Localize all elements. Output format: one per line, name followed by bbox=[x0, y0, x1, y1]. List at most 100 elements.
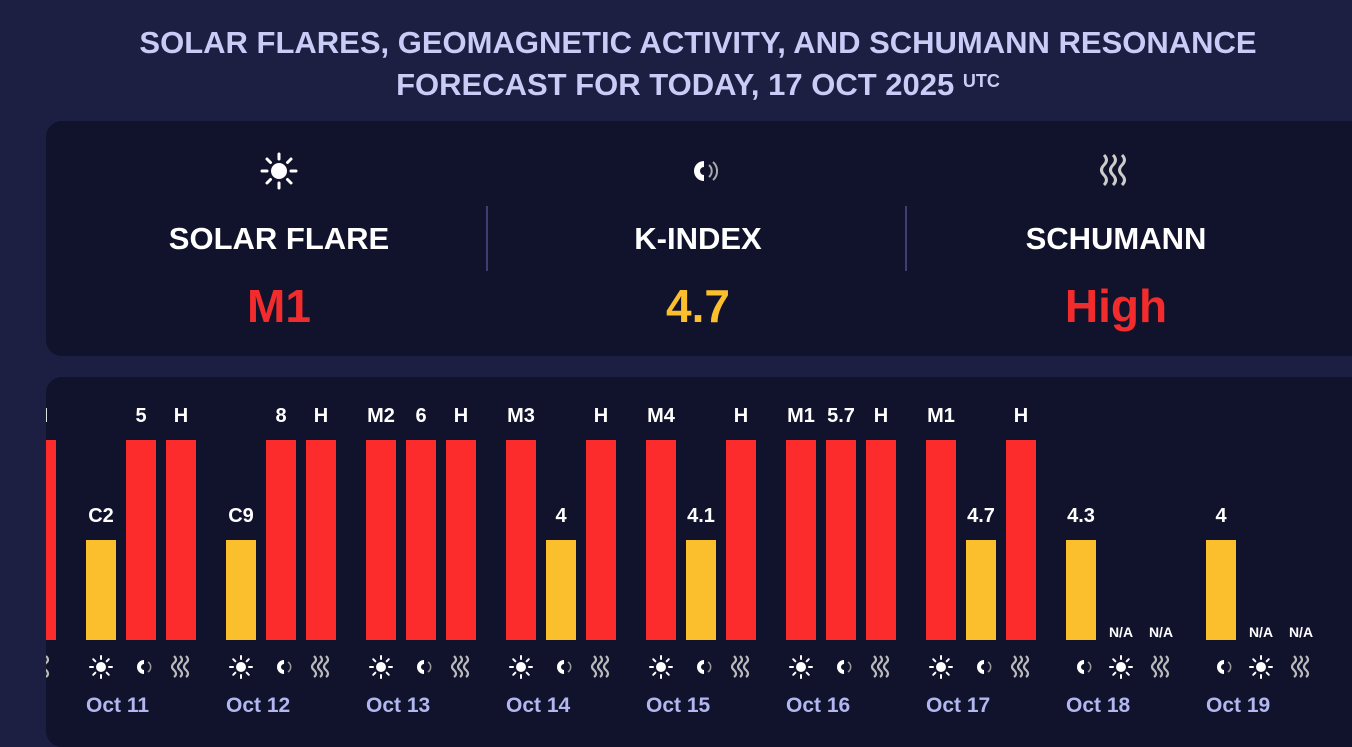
day-group: M1 5.7 H Oct 16 bbox=[786, 405, 896, 717]
day-group: H bbox=[46, 405, 56, 678]
bar-value-label: M1 bbox=[927, 405, 955, 427]
magnet-icon bbox=[417, 660, 432, 674]
waves-bar[interactable] bbox=[166, 440, 196, 640]
divider bbox=[486, 206, 488, 271]
solar-flare-label: SOLAR FLARE bbox=[168, 221, 390, 256]
forecast-chart-panel[interactable]: H C2 5 H Oct 11 C9 8 H Oct 12 M2 6 H Oct 13 M3 4 H Oct 1… bbox=[46, 377, 1352, 747]
title-line-1: SOLAR FLARES, GEOMAGNETIC ACTIVITY, AND … bbox=[139, 25, 1257, 60]
bar-value-label: M2 bbox=[367, 405, 395, 427]
magnet-bar[interactable] bbox=[406, 440, 436, 640]
magnet-icon bbox=[977, 660, 992, 674]
date-label: Oct 12 bbox=[226, 694, 290, 717]
magnet-bar[interactable] bbox=[266, 440, 296, 640]
magnet-icon bbox=[137, 660, 152, 674]
waves-icon bbox=[730, 655, 750, 678]
bar-value-label: 5 bbox=[135, 405, 146, 427]
sun-bar[interactable] bbox=[926, 440, 956, 640]
schumann-label: SCHUMANN bbox=[1025, 221, 1207, 256]
bar-value-label: 4.3 bbox=[1067, 505, 1095, 527]
schumann-value: High bbox=[1064, 280, 1168, 332]
sun-icon bbox=[649, 655, 673, 679]
magnet-bar[interactable] bbox=[546, 540, 576, 640]
bar-value-label: N/A bbox=[1289, 624, 1313, 640]
day-group: 4 N/A N/A Oct 19 bbox=[1206, 505, 1313, 717]
waves-icon bbox=[1150, 655, 1170, 678]
waves-icon bbox=[310, 655, 330, 678]
sun-bar[interactable] bbox=[366, 440, 396, 640]
date-label: Oct 16 bbox=[786, 694, 850, 717]
waves-bar[interactable] bbox=[446, 440, 476, 640]
bar-value-label: H bbox=[314, 405, 328, 427]
sun-bar[interactable] bbox=[646, 440, 676, 640]
bar-value-label: M1 bbox=[787, 405, 815, 427]
day-group: 4.3 N/A N/A Oct 18 bbox=[1066, 505, 1173, 717]
magnet-icon bbox=[277, 660, 292, 674]
day-group: M4 4.1 H Oct 15 bbox=[646, 405, 756, 717]
waves-bar[interactable] bbox=[726, 440, 756, 640]
summary-solar-flare: SOLAR FLARE M1 bbox=[70, 121, 488, 356]
timezone-label: UTC bbox=[962, 71, 1000, 91]
title-line-2: FORECAST FOR TODAY, 17 OCT 2025 bbox=[396, 67, 955, 102]
bar-value-label: 5.7 bbox=[827, 405, 855, 427]
solar-flare-value: M1 bbox=[247, 280, 311, 332]
bar-value-label: 4 bbox=[1215, 505, 1227, 527]
sun-bar[interactable] bbox=[86, 540, 116, 640]
day-group: M2 6 H Oct 13 bbox=[366, 405, 476, 717]
waves-bar[interactable] bbox=[866, 440, 896, 640]
bar-value-label: 4.1 bbox=[687, 505, 715, 527]
sun-icon bbox=[929, 655, 953, 679]
magnet-bar[interactable] bbox=[966, 540, 996, 640]
summary-panel: SOLAR FLARE M1 K-INDEX 4.7 SCHUMANN High bbox=[46, 121, 1352, 356]
sun-icon bbox=[70, 151, 488, 190]
magnet-icon bbox=[697, 660, 712, 674]
bar-value-label: H bbox=[174, 405, 188, 427]
day-group: M3 4 H Oct 14 bbox=[506, 405, 616, 717]
bar-value-label: H bbox=[46, 405, 48, 427]
bar-value-label: H bbox=[594, 405, 608, 427]
sun-icon bbox=[1109, 655, 1133, 679]
sun-bar[interactable] bbox=[786, 440, 816, 640]
waves-icon bbox=[46, 655, 50, 678]
waves-icon bbox=[170, 655, 190, 678]
bar-value-label: M3 bbox=[507, 405, 535, 427]
date-label: Oct 11 bbox=[86, 694, 149, 717]
waves-icon bbox=[590, 655, 610, 678]
sun-bar[interactable] bbox=[226, 540, 256, 640]
summary-schumann: SCHUMANN High bbox=[907, 121, 1325, 356]
waves-icon bbox=[1010, 655, 1030, 678]
bar-value-label: H bbox=[1014, 405, 1028, 427]
magnet-icon bbox=[489, 151, 907, 187]
waves-bar[interactable] bbox=[1006, 440, 1036, 640]
sun-icon bbox=[509, 655, 533, 679]
magnet-icon bbox=[1077, 660, 1092, 674]
magnet-icon bbox=[557, 660, 572, 674]
bar-value-label: C9 bbox=[228, 505, 254, 527]
waves-icon bbox=[907, 151, 1325, 187]
day-group: M1 4.7 H Oct 17 bbox=[926, 405, 1036, 717]
summary-k-index: K-INDEX 4.7 bbox=[489, 121, 907, 356]
bar-value-label: N/A bbox=[1149, 624, 1173, 640]
magnet-icon bbox=[1217, 660, 1232, 674]
sun-icon bbox=[89, 655, 113, 679]
waves-icon bbox=[1290, 655, 1310, 678]
bar-value-label: H bbox=[454, 405, 468, 427]
magnet-bar[interactable] bbox=[1066, 540, 1096, 640]
magnet-bar[interactable] bbox=[126, 440, 156, 640]
sun-icon bbox=[789, 655, 813, 679]
waves-bar[interactable] bbox=[46, 440, 56, 640]
sun-bar[interactable] bbox=[506, 440, 536, 640]
magnet-bar[interactable] bbox=[826, 440, 856, 640]
magnet-bar[interactable] bbox=[1206, 540, 1236, 640]
bar-value-label: 4 bbox=[555, 505, 567, 527]
waves-bar[interactable] bbox=[306, 440, 336, 640]
magnet-bar[interactable] bbox=[686, 540, 716, 640]
k-index-label: K-INDEX bbox=[634, 221, 762, 256]
date-label: Oct 18 bbox=[1066, 694, 1131, 717]
day-group: C9 8 H Oct 12 bbox=[226, 405, 336, 717]
bar-value-label: M4 bbox=[647, 405, 676, 427]
divider bbox=[905, 206, 907, 271]
waves-bar[interactable] bbox=[586, 440, 616, 640]
waves-icon bbox=[870, 655, 890, 678]
date-label: Oct 13 bbox=[366, 694, 430, 717]
bar-value-label: 8 bbox=[275, 405, 286, 427]
